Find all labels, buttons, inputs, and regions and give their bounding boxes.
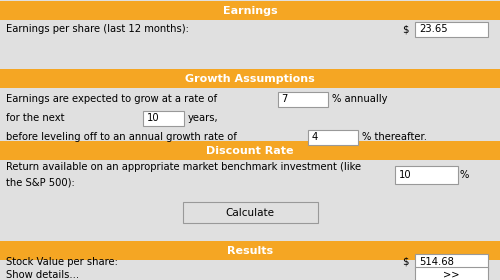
FancyBboxPatch shape [278,92,328,107]
Text: Show details...: Show details... [6,270,79,280]
FancyBboxPatch shape [142,111,184,126]
FancyBboxPatch shape [0,241,500,260]
Text: 10: 10 [399,170,411,180]
Text: Growth Assumptions: Growth Assumptions [185,74,315,84]
Text: Earnings per share (last 12 months):: Earnings per share (last 12 months): [6,24,189,34]
Text: years,: years, [188,113,218,123]
Text: 514.68: 514.68 [419,257,454,267]
Text: %: % [460,170,469,180]
FancyBboxPatch shape [395,166,458,184]
Text: before leveling off to an annual growth rate of: before leveling off to an annual growth … [6,132,237,142]
FancyBboxPatch shape [415,22,488,37]
Text: Return available on an appropriate market benchmark investment (like: Return available on an appropriate marke… [6,162,361,172]
Text: % annually: % annually [332,94,387,104]
Text: 7: 7 [282,94,288,104]
FancyBboxPatch shape [308,129,358,145]
Text: Calculate: Calculate [226,208,274,218]
Text: the S&P 500):: the S&P 500): [6,178,75,188]
Text: 10: 10 [146,113,159,123]
Text: Stock Value per share:: Stock Value per share: [6,257,118,267]
Text: Results: Results [227,246,273,256]
FancyBboxPatch shape [0,141,500,160]
FancyBboxPatch shape [415,267,488,280]
Text: $: $ [402,24,409,34]
FancyBboxPatch shape [182,202,318,223]
Text: Earnings: Earnings [222,6,278,16]
FancyBboxPatch shape [0,69,500,88]
Text: >>: >> [443,270,460,280]
Text: 4: 4 [312,132,318,142]
Text: % thereafter.: % thereafter. [362,132,426,142]
Text: Discount Rate: Discount Rate [206,146,294,156]
Text: Earnings are expected to grow at a rate of: Earnings are expected to grow at a rate … [6,94,217,104]
Text: for the next: for the next [6,113,64,123]
Text: 23.65: 23.65 [419,24,448,34]
FancyBboxPatch shape [415,254,488,269]
FancyBboxPatch shape [0,1,500,20]
Text: $: $ [402,257,409,267]
